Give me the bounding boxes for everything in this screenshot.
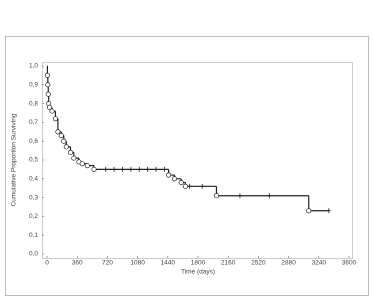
y-tick-label: 0,7 [29,119,38,126]
y-tick-label: 0,4 [29,176,38,183]
censored-marker [137,166,142,172]
frame [5,36,369,296]
x-tick-label: 2160 [221,260,236,267]
censored-marker [128,166,133,172]
event-marker [79,161,85,167]
event-marker [55,129,61,135]
plot-border [42,62,353,259]
event-marker [45,82,51,88]
event-marker [84,163,90,169]
event-marker [166,172,172,178]
y-tick-label: 0,2 [29,213,38,220]
x-tick-label: 3600 [342,260,357,267]
censored-marker [112,166,117,172]
y-tick-label: 0,5 [29,157,38,164]
event-marker [171,176,178,182]
y-tick-label: 1,0 [29,63,38,70]
censored-marker [120,166,125,172]
x-tick-label: 2520 [251,260,266,267]
x-tick-label: 1080 [130,260,145,267]
y-tick-label: 0,6 [29,138,38,145]
event-marker [91,166,97,172]
x-tick-label: 1800 [191,260,206,267]
event-marker [67,149,74,156]
event-marker [182,183,188,189]
event-marker [306,208,312,214]
event-marker [61,138,67,144]
censored-marker [326,208,331,214]
x-tick-label: 360 [72,260,83,267]
censored-marker [154,166,159,172]
event-marker [52,116,58,122]
event-marker [71,155,77,161]
event-marker [58,133,64,139]
y-tick-label: 0,9 [29,82,38,89]
censored-marker [103,166,108,172]
x-tick-label: 2880 [281,260,296,267]
censored-marker [187,183,192,189]
y-tick-label: 0,8 [29,100,38,107]
x-tick-label: 1440 [161,260,176,267]
censored-marker [200,183,205,189]
y-tick-label: 0,1 [29,232,38,239]
censored-marker [237,193,242,199]
survival-step [184,182,217,187]
survival-step [308,195,329,212]
x-axis-label: Time (days) [181,269,215,276]
event-marker [44,72,50,78]
censored-marker [145,166,150,172]
event-marker [45,91,51,97]
censored-marker [162,166,167,172]
event-marker [213,193,220,199]
x-tick-label: 3240 [312,260,327,267]
event-marker [178,180,184,186]
event-marker [63,144,69,150]
event-marker [46,104,53,110]
survival-step [215,186,309,197]
y-tick-label: 0,3 [29,194,38,201]
x-tick-label: 720 [102,260,113,267]
y-tick-label: 0,0 [29,251,38,258]
x-tick-label: 0 [45,260,49,267]
event-marker [49,108,55,114]
censored-marker [267,193,272,199]
survival-step [93,165,169,170]
y-axis-label: Cumulative Proportion Surviving [11,113,18,206]
